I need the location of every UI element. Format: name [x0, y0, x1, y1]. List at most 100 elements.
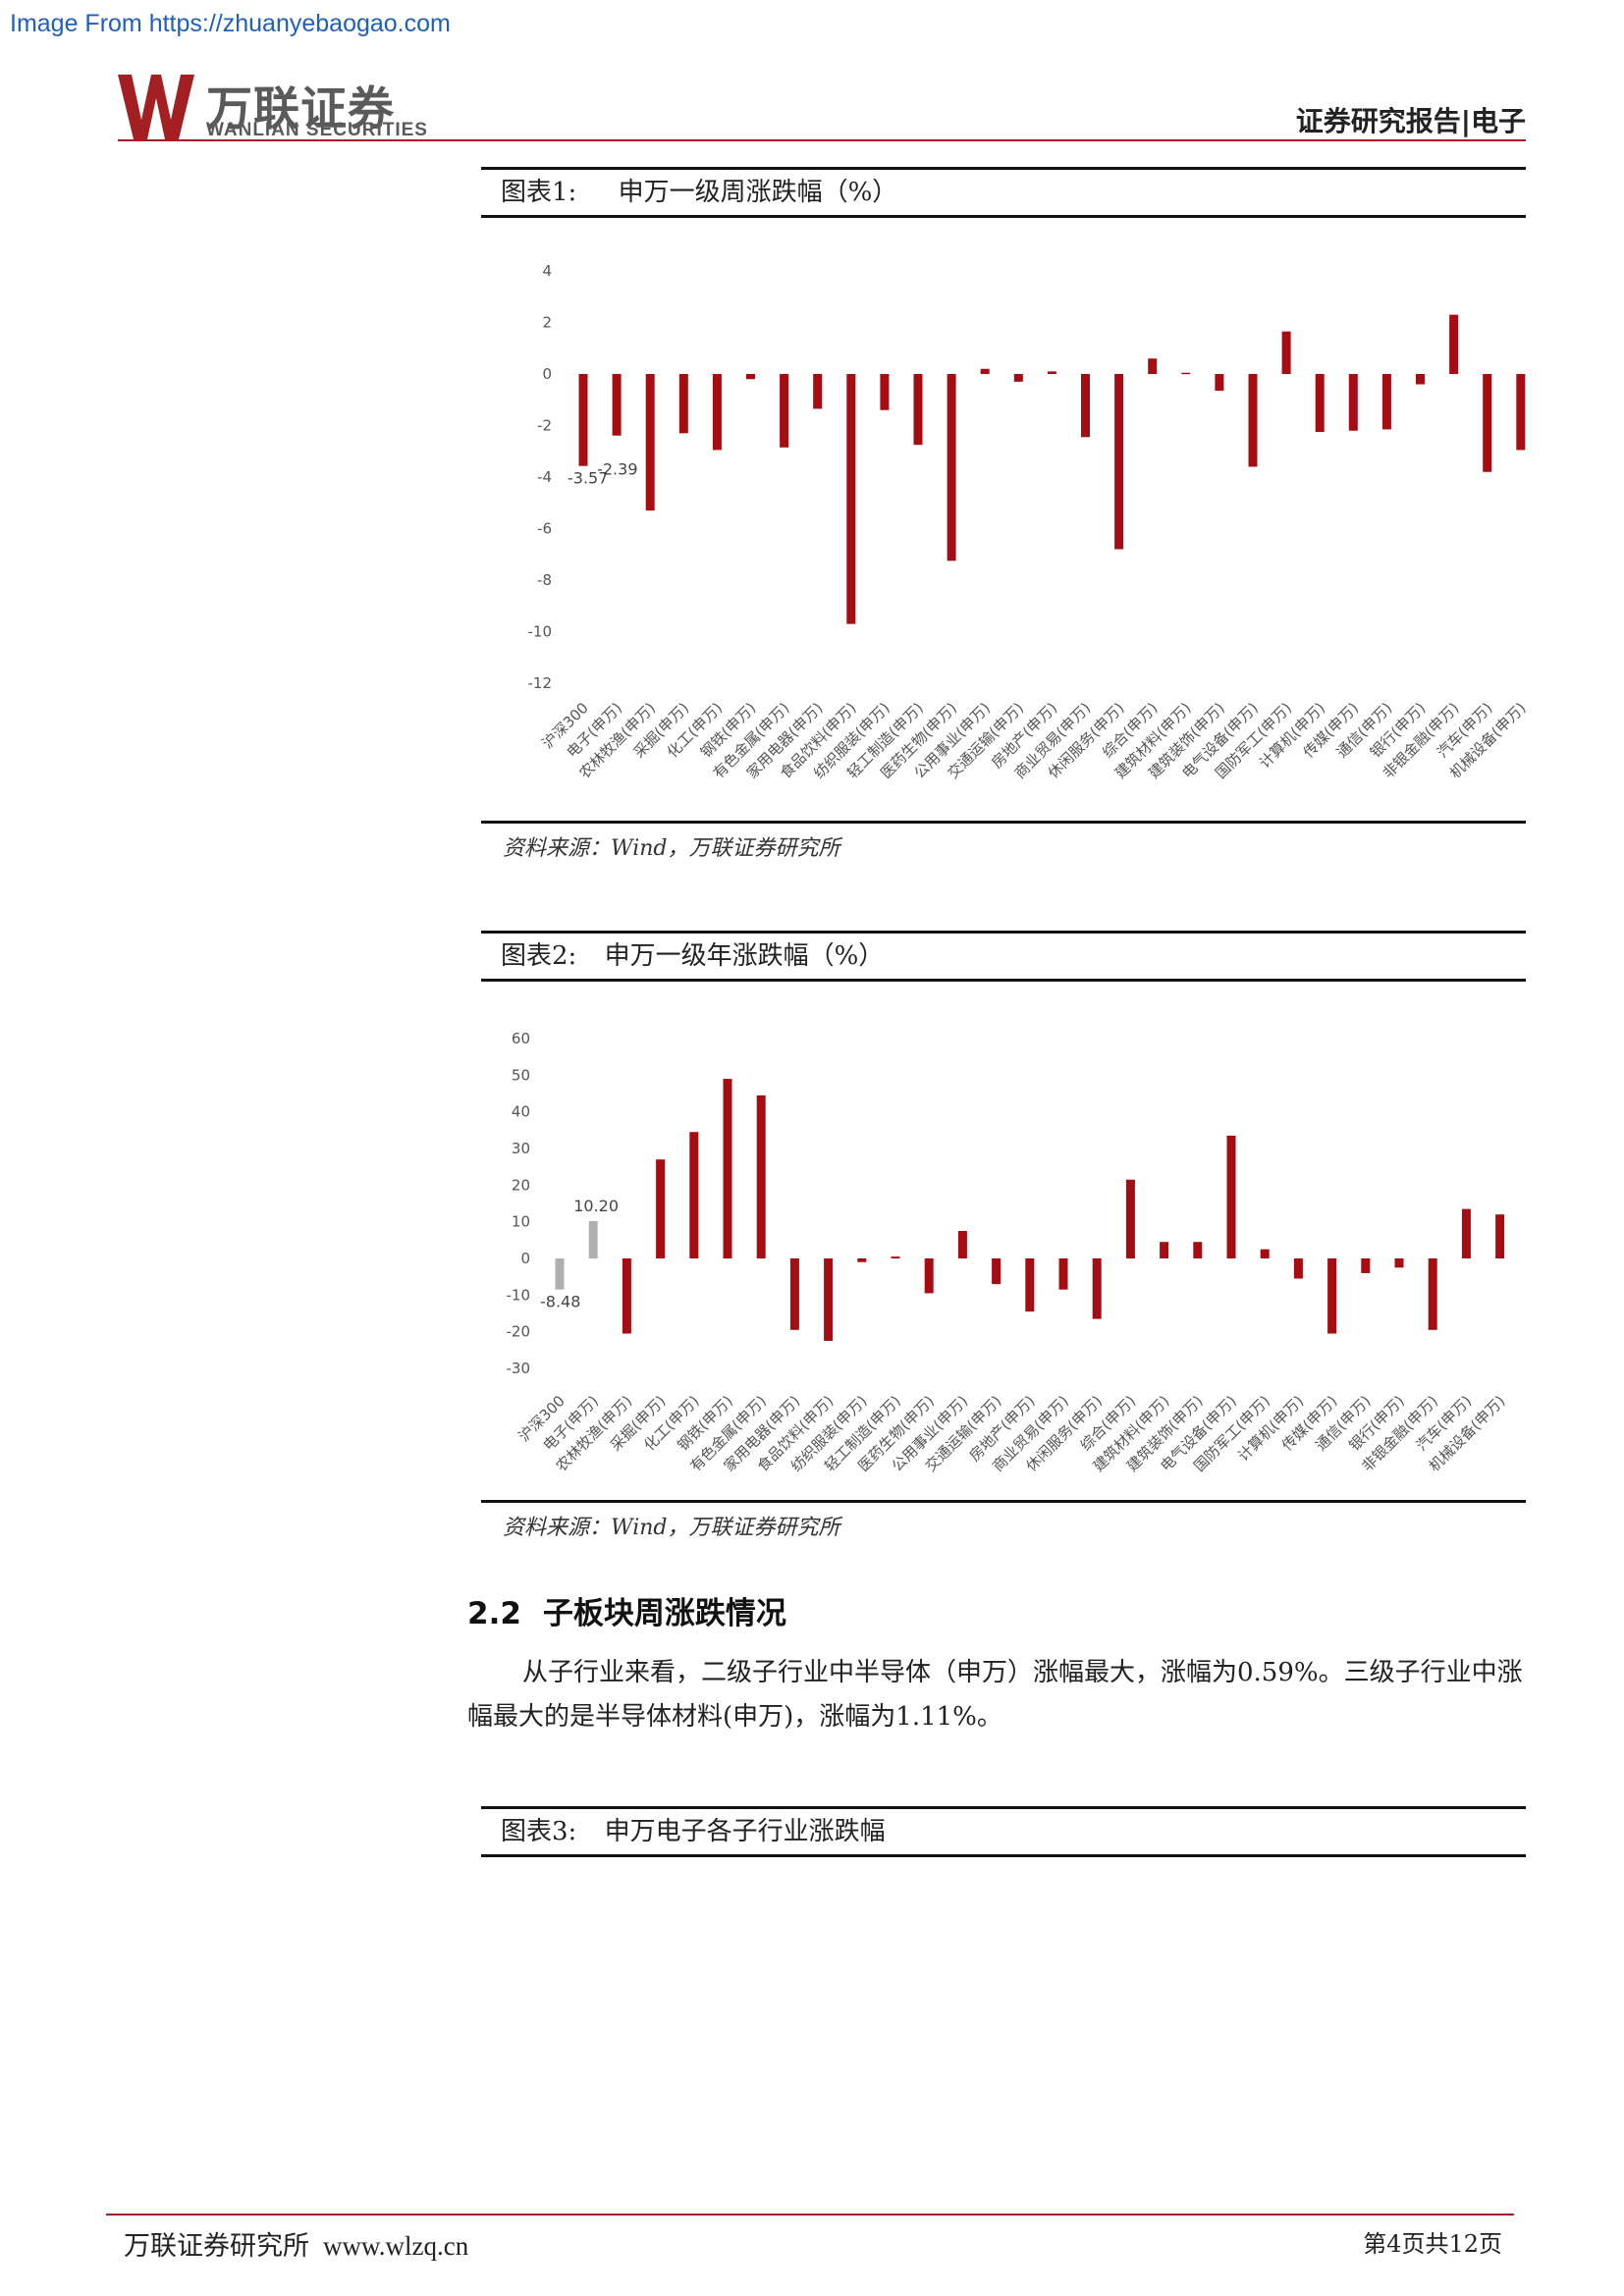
bar [578, 374, 588, 466]
y-tick-label: -6 [537, 520, 552, 538]
y-tick-label: 4 [542, 262, 552, 280]
y-tick-label: -12 [528, 674, 553, 692]
figure1-source: 资料来源：Wind，万联证券研究所 [503, 836, 840, 861]
section-heading: 2.2 子板块周涨跌情况 [467, 1588, 786, 1632]
bar [746, 374, 755, 380]
footer-org: 万联证券研究所 www.wlzq.cn [124, 2224, 468, 2263]
bar [1315, 374, 1325, 433]
bar [678, 374, 688, 434]
bar [1516, 374, 1526, 451]
bar [992, 1258, 1001, 1285]
bar [957, 1231, 967, 1258]
figure1-title: 申万一级周涨跌幅（%） [618, 178, 898, 207]
weekly-change-chart: 420-2-4-6-8-10-12-3.57-2.39沪深300电子(申万)农林… [528, 262, 1527, 782]
yearly-change-chart: 6050403020100-10-20-30-8.4810.20沪深300电子(… [507, 1030, 1509, 1475]
bar [924, 1258, 934, 1294]
bar [1381, 374, 1391, 430]
report-type-label: 证券研究报告|电子 [1295, 105, 1526, 137]
company-logo: 万联证券 WANLIAN SECURITIES [118, 75, 442, 141]
figure3-title: 申万电子各子行业涨跌幅 [604, 1817, 886, 1846]
logo-w-mark-icon [118, 75, 194, 139]
bar [1394, 1258, 1404, 1268]
bar [1483, 374, 1492, 472]
bar [1160, 1242, 1169, 1258]
figure2-title: 申万一级年涨跌幅（%） [604, 941, 885, 971]
bar [1281, 331, 1291, 374]
data-label: 10.20 [573, 1197, 619, 1215]
bar [1361, 1258, 1371, 1273]
y-tick-label: 0 [542, 365, 552, 383]
figure1-bottom-rule [481, 821, 1526, 824]
figure2-source: 资料来源：Wind，万联证券研究所 [503, 1516, 840, 1540]
bar [1025, 1258, 1035, 1312]
bar [980, 368, 990, 374]
bar [1428, 1258, 1437, 1330]
bar [947, 374, 956, 561]
bar [824, 1258, 834, 1341]
bar [1081, 374, 1090, 438]
bar [1495, 1214, 1505, 1258]
bar [846, 374, 856, 624]
bar [1058, 1258, 1068, 1290]
footer-divider [106, 2214, 1514, 2216]
y-tick-label: -10 [528, 623, 553, 641]
bar [1248, 374, 1258, 467]
bar [1013, 374, 1023, 382]
y-tick-label: 0 [520, 1250, 530, 1267]
section-number: 2.2 [467, 1596, 521, 1631]
y-tick-label: 40 [512, 1103, 530, 1121]
bar [891, 1256, 900, 1258]
figure2-label: 图表2: [501, 941, 577, 971]
figure3-label: 图表3: [501, 1817, 577, 1846]
figure3-title-bar: 图表3: 申万电子各子行业涨跌幅 [481, 1806, 1526, 1857]
section-title: 子板块周涨跌情况 [542, 1596, 786, 1631]
y-tick-label: -10 [507, 1286, 531, 1304]
bar [780, 374, 789, 448]
y-tick-label: 10 [512, 1213, 530, 1231]
bar [723, 1079, 732, 1258]
data-label: -2.39 [597, 460, 637, 479]
y-tick-label: -2 [537, 417, 552, 435]
bar [1047, 371, 1056, 374]
bar [857, 1258, 867, 1262]
bar [588, 1220, 598, 1258]
bar [1348, 374, 1358, 431]
bar [1449, 314, 1459, 374]
page-number: 第4页共12页 [1363, 2230, 1502, 2258]
bar [555, 1258, 565, 1290]
y-tick-label: 60 [512, 1030, 530, 1047]
bar [1148, 358, 1158, 374]
bar [1181, 372, 1191, 375]
bar [1293, 1258, 1303, 1279]
bar [645, 374, 655, 511]
footer-url[interactable]: www.wlzq.cn [323, 2231, 469, 2261]
bar [813, 374, 823, 409]
bar [913, 374, 923, 446]
logo-en-text: WANLIAN SECURITIES [206, 120, 428, 140]
bar [880, 374, 890, 410]
y-tick-label: -8 [537, 571, 552, 589]
bar [1215, 374, 1224, 392]
data-label: -8.48 [540, 1293, 580, 1311]
bar [612, 374, 622, 436]
source-watermark[interactable]: Image From https://zhuanyebaogao.com [10, 10, 451, 37]
bar [1193, 1242, 1203, 1258]
bar [1092, 1258, 1102, 1319]
footer-org-name: 万联证券研究所 [124, 2231, 309, 2262]
bar [1114, 374, 1124, 550]
bar [1125, 1179, 1135, 1258]
logo-cn-text: 万联证券 [206, 82, 395, 136]
bar [1260, 1249, 1270, 1258]
y-tick-label: 30 [512, 1140, 530, 1157]
y-tick-label: 50 [512, 1066, 530, 1084]
bar [689, 1132, 699, 1258]
bar [712, 374, 722, 451]
figure1-label: 图表1: [501, 178, 577, 207]
figure1-title-bar: 图表1: 申万一级周涨跌幅（%） [481, 167, 1526, 218]
bar [1461, 1208, 1471, 1258]
y-tick-label: 20 [512, 1176, 530, 1194]
y-tick-label: -30 [507, 1360, 531, 1377]
y-tick-label: -4 [537, 468, 552, 486]
bar [1416, 374, 1425, 385]
bar [1327, 1258, 1337, 1334]
